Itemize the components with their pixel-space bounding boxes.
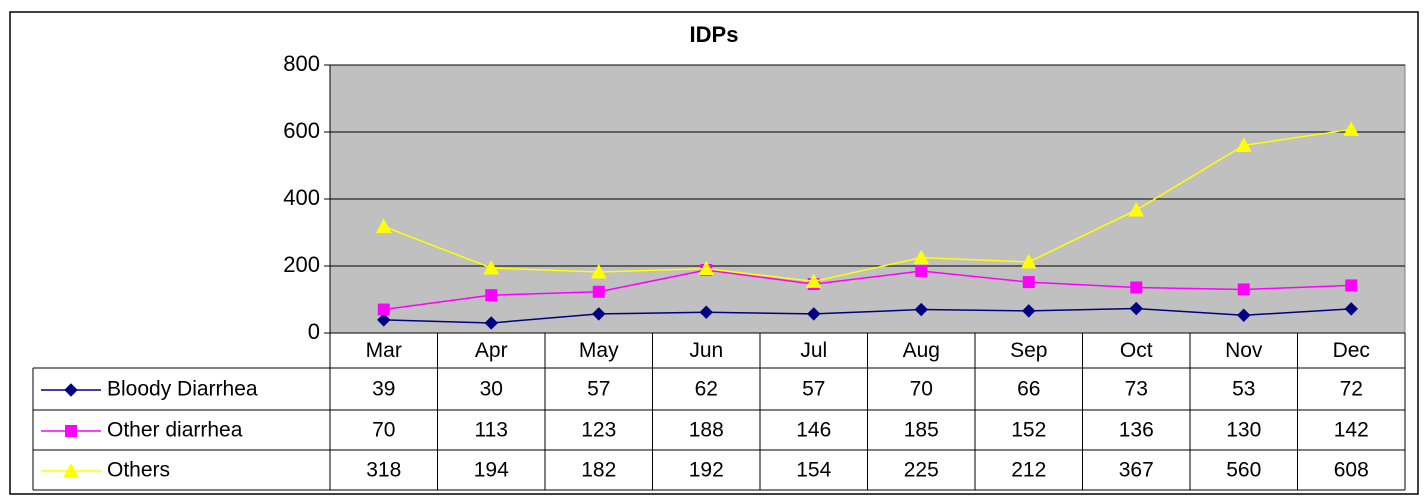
legend-label: Others — [107, 459, 170, 482]
y-tick-label: 800 — [283, 51, 320, 76]
legend-label: Bloody Diarrhea — [107, 378, 258, 401]
table-value: 39 — [372, 378, 395, 401]
table-value: 188 — [689, 419, 724, 442]
table-value: 212 — [1011, 459, 1046, 482]
table-value: 113 — [475, 419, 508, 442]
series-line — [383, 128, 1352, 283]
marker — [483, 259, 500, 275]
table-value: 608 — [1334, 459, 1369, 482]
x-tick-label: Jun — [689, 339, 723, 362]
marker — [1020, 253, 1037, 269]
x-tick-label: Nov — [1225, 339, 1263, 362]
marker — [1235, 137, 1252, 152]
marker — [377, 303, 390, 316]
marker — [1022, 276, 1035, 289]
table-value: 57 — [587, 378, 610, 401]
table-value: 70 — [372, 419, 395, 442]
x-tick-label: Mar — [366, 339, 402, 362]
marker — [913, 249, 930, 265]
x-tick-label: Sep — [1010, 339, 1047, 362]
x-tick-label: Dec — [1333, 339, 1370, 362]
marker — [1130, 281, 1143, 294]
table-value: 73 — [1125, 378, 1148, 401]
chart-title: IDPs — [690, 22, 739, 47]
marker — [698, 260, 715, 276]
y-tick-label: 200 — [283, 252, 320, 277]
marker — [1345, 279, 1358, 292]
marker — [1128, 202, 1145, 217]
x-tick-label: May — [579, 339, 619, 362]
marker — [592, 285, 605, 298]
marker — [375, 218, 392, 233]
table-value: 53 — [1232, 378, 1255, 401]
table-value: 367 — [1119, 459, 1154, 482]
table-value: 70 — [910, 378, 933, 401]
marker — [65, 425, 77, 437]
marker — [914, 302, 928, 317]
marker — [590, 263, 607, 279]
y-tick-label: 400 — [283, 185, 320, 210]
y-tick-label: 0 — [308, 319, 320, 344]
table-value: 560 — [1226, 459, 1261, 482]
table-value: 182 — [581, 459, 616, 482]
table-value: 152 — [1011, 419, 1046, 442]
y-tick-label: 600 — [283, 118, 320, 143]
marker — [377, 313, 391, 327]
marker — [1237, 283, 1250, 296]
marker — [64, 383, 78, 397]
table-value: 130 — [1226, 419, 1261, 442]
marker — [484, 316, 498, 330]
table-value: 66 — [1017, 378, 1040, 401]
table-value: 72 — [1340, 378, 1363, 401]
marker — [1344, 302, 1358, 316]
table-value: 318 — [366, 459, 401, 482]
table-value: 194 — [474, 459, 509, 482]
x-tick-label: Oct — [1120, 339, 1153, 362]
marker — [592, 307, 606, 321]
marker — [699, 305, 713, 319]
table-value: 146 — [796, 419, 831, 442]
table-value: 154 — [796, 459, 831, 482]
table-value: 62 — [695, 378, 718, 401]
marker — [805, 273, 822, 288]
table-value: 185 — [904, 419, 939, 442]
marker — [485, 289, 498, 302]
x-tick-label: Apr — [475, 339, 508, 362]
x-tick-label: Aug — [903, 339, 940, 362]
series-line — [383, 307, 1352, 324]
table-value: 136 — [1119, 419, 1154, 442]
marker — [1343, 121, 1360, 136]
table-value: 142 — [1334, 419, 1369, 442]
x-tick-label: Jul — [800, 339, 827, 362]
marker — [807, 307, 821, 321]
marker — [915, 265, 928, 278]
marker — [63, 462, 79, 478]
table-value: 225 — [904, 459, 939, 482]
series-line — [383, 269, 1352, 311]
marker — [1022, 304, 1036, 318]
table-value: 123 — [581, 419, 616, 442]
marker — [1237, 308, 1251, 322]
table-value: 30 — [480, 378, 503, 401]
marker — [1129, 301, 1143, 316]
legend-label: Other diarrhea — [107, 419, 243, 442]
table-value: 57 — [802, 378, 825, 401]
table-value: 192 — [689, 459, 724, 482]
